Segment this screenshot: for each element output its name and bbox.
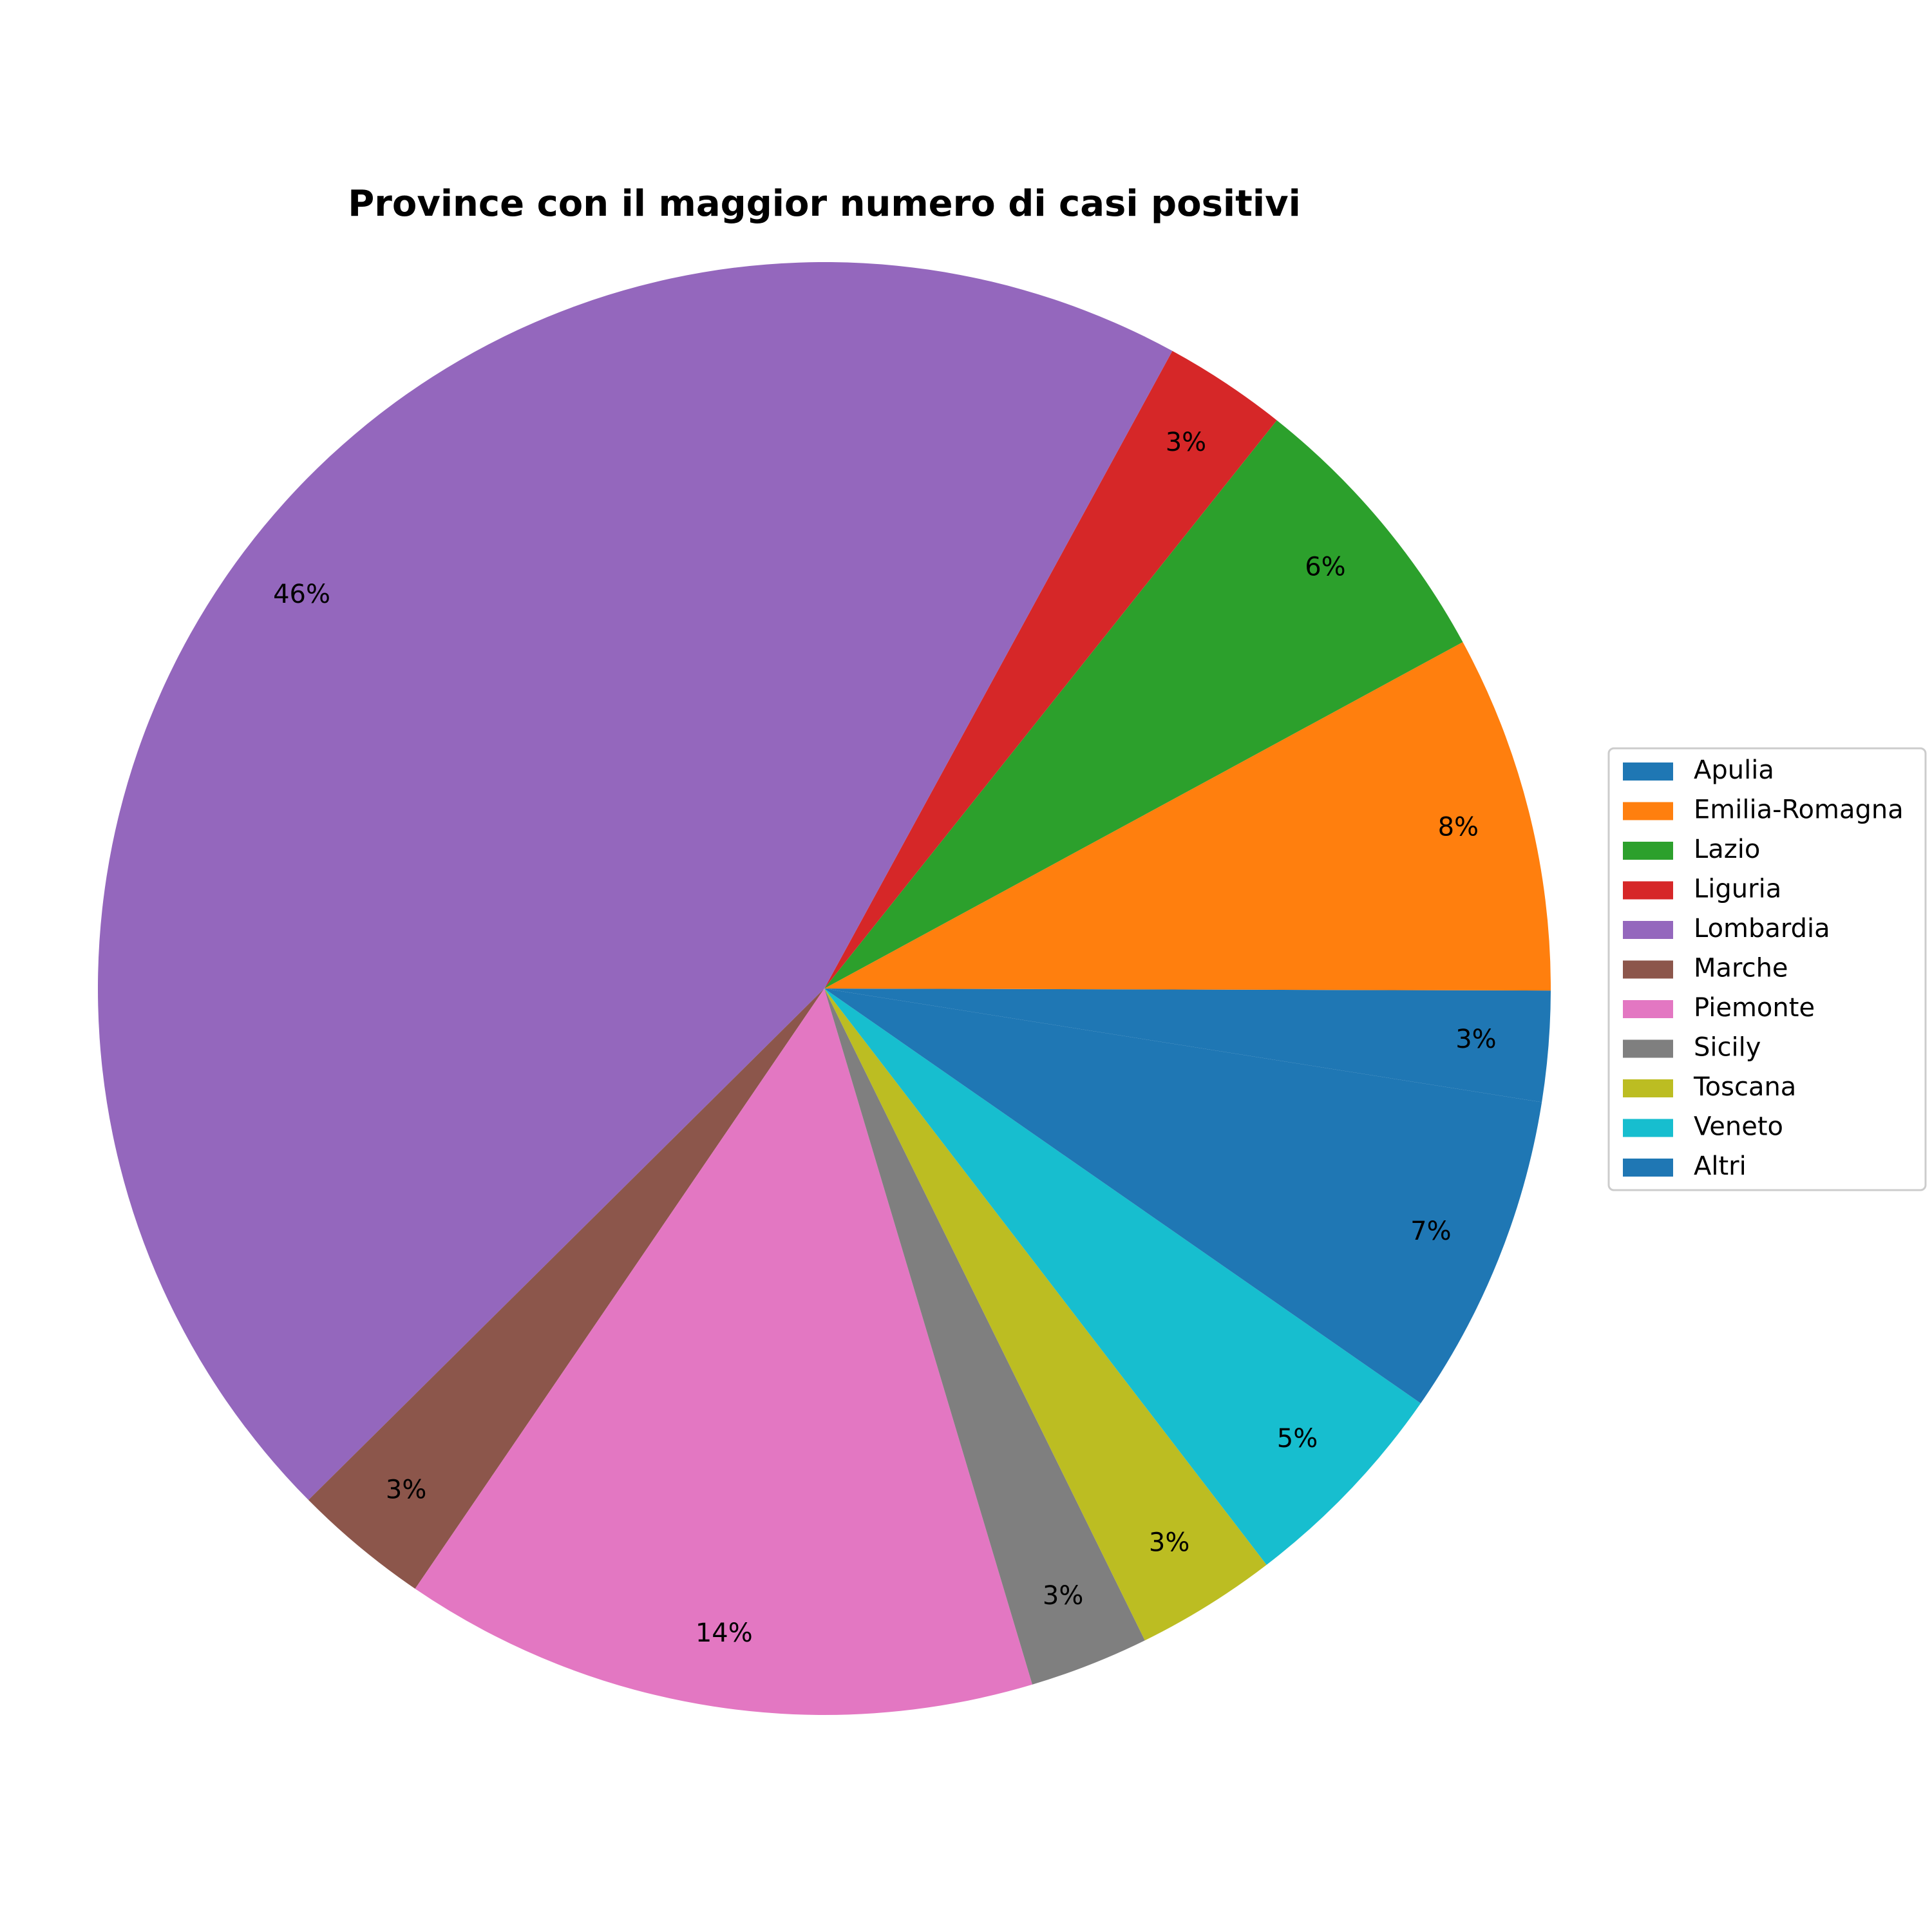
legend-swatch: [1623, 1000, 1673, 1018]
pie-slice-piemonte: [415, 989, 1032, 1715]
legend-swatch: [1623, 960, 1673, 979]
legend-swatch: [1623, 881, 1673, 900]
pie-slice-lazio: [824, 420, 1463, 989]
legend-label: Apulia: [1694, 755, 1774, 785]
legend-label: Veneto: [1694, 1112, 1783, 1142]
legend-swatch: [1623, 1119, 1673, 1137]
pie-slice-altri: [824, 989, 1542, 1404]
legend-label: Piemonte: [1694, 993, 1815, 1023]
pie-slice-lombardia: [98, 262, 1173, 1501]
pie-slice-toscana: [824, 989, 1267, 1641]
legend-label: Toscana: [1693, 1072, 1796, 1102]
legend-swatch: [1623, 921, 1673, 939]
legend-swatch: [1623, 802, 1673, 820]
pie-percent-label: 8%: [1438, 813, 1479, 842]
legend-label: Lombardia: [1694, 914, 1830, 943]
pie-slice-apulia: [824, 989, 1551, 1103]
pie-percent-label: 3%: [1455, 1025, 1496, 1054]
pie-slices: [98, 262, 1551, 1715]
legend-label: Altri: [1694, 1151, 1747, 1181]
pie-slice-sicily: [824, 989, 1145, 1685]
pie-slice-emilia-romagna: [824, 642, 1551, 991]
legend-swatch: [1623, 762, 1673, 781]
pie-percent-label: 3%: [1043, 1581, 1083, 1611]
pie-percent-label: 14%: [696, 1618, 753, 1648]
legend: Apulia Emilia-Romagna Lazio Liguria Lombardi…: [1607, 747, 1927, 1191]
legend-frame: [1607, 747, 1927, 1191]
pie-percent-label: 3%: [1166, 428, 1206, 457]
pie-percent-label: 3%: [1149, 1528, 1189, 1557]
pie-percent-label: 7%: [1410, 1217, 1451, 1246]
legend-label: Sicily: [1694, 1033, 1761, 1063]
legend-swatch: [1623, 1159, 1673, 1177]
pie-slice-marche: [308, 989, 824, 1589]
legend-swatch: [1623, 1079, 1673, 1097]
pie-slice-liguria: [824, 350, 1277, 989]
pie-slice-veneto: [824, 989, 1421, 1565]
legend-label: Liguria: [1694, 875, 1781, 904]
pie-percent-label: 6%: [1305, 553, 1345, 582]
chart-title: Province con il maggior numero di casi p…: [348, 183, 1301, 225]
pie-percent-label: 5%: [1277, 1424, 1318, 1454]
legend-label: Emilia-Romagna: [1694, 795, 1904, 825]
pie-percent-labels: 3% 8% 6% 3% 46% 3% 14% 3% 3% 5% 7%: [273, 428, 1497, 1648]
pie-percent-label: 3%: [386, 1475, 426, 1504]
pie-percent-label: 46%: [273, 580, 330, 609]
legend-swatch: [1623, 1039, 1673, 1058]
legend-swatch: [1623, 842, 1673, 860]
legend-label: Lazio: [1694, 835, 1760, 864]
legend-label: Marche: [1694, 954, 1788, 983]
